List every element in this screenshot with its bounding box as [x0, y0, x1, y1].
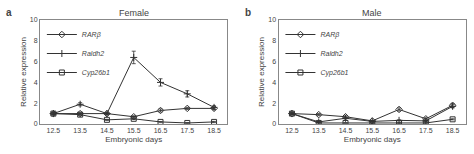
svg-text:Raldh2: Raldh2 — [320, 50, 342, 57]
svg-text:2: 2 — [272, 100, 276, 107]
svg-text:16.5: 16.5 — [392, 127, 406, 134]
svg-text:14.5: 14.5 — [100, 127, 114, 134]
svg-text:6: 6 — [272, 58, 276, 65]
svg-text:16.5: 16.5 — [154, 127, 168, 134]
svg-text:2: 2 — [34, 100, 38, 107]
svg-text:10: 10 — [268, 16, 276, 23]
svg-text:14.5: 14.5 — [339, 127, 353, 134]
svg-text:12.5: 12.5 — [47, 127, 61, 134]
svg-text:RARβ: RARβ — [82, 31, 101, 39]
svg-text:13.5: 13.5 — [73, 127, 87, 134]
svg-text:b: b — [245, 7, 251, 18]
svg-text:Cyp26b1: Cyp26b1 — [82, 69, 110, 77]
svg-text:18.5: 18.5 — [207, 127, 221, 134]
svg-text:12.5: 12.5 — [285, 127, 299, 134]
svg-text:8: 8 — [34, 37, 38, 44]
svg-text:4: 4 — [34, 79, 38, 86]
svg-text:a: a — [6, 7, 12, 18]
svg-text:18.5: 18.5 — [446, 127, 460, 134]
svg-text:0: 0 — [272, 120, 276, 127]
svg-text:15.5: 15.5 — [127, 127, 141, 134]
svg-text:RARβ: RARβ — [320, 31, 339, 39]
svg-text:8: 8 — [272, 37, 276, 44]
svg-text:17.5: 17.5 — [419, 127, 433, 134]
svg-text:6: 6 — [34, 58, 38, 65]
svg-text:Male: Male — [362, 8, 382, 18]
svg-text:13.5: 13.5 — [312, 127, 326, 134]
svg-text:Embryonic days: Embryonic days — [344, 135, 401, 144]
svg-text:Relative expression: Relative expression — [257, 37, 266, 107]
svg-text:15.5: 15.5 — [365, 127, 379, 134]
svg-text:Relative expression: Relative expression — [19, 37, 28, 107]
svg-text:Female: Female — [119, 8, 149, 18]
svg-text:10: 10 — [30, 16, 38, 23]
svg-text:Cyp26b1: Cyp26b1 — [320, 69, 348, 77]
svg-text:17.5: 17.5 — [180, 127, 194, 134]
svg-text:Raldh2: Raldh2 — [82, 50, 104, 57]
svg-text:Embryonic days: Embryonic days — [105, 135, 162, 144]
svg-text:0: 0 — [34, 120, 38, 127]
svg-text:4: 4 — [272, 79, 276, 86]
